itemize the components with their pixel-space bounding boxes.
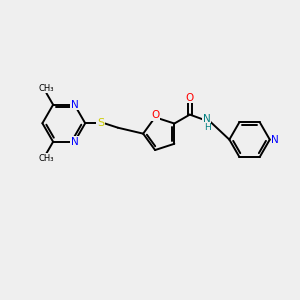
Text: N: N bbox=[203, 114, 211, 124]
Text: N: N bbox=[70, 137, 78, 147]
Text: O: O bbox=[151, 110, 159, 121]
Text: S: S bbox=[97, 118, 104, 128]
Text: N: N bbox=[70, 100, 78, 110]
Text: H: H bbox=[204, 123, 211, 132]
Text: N: N bbox=[271, 135, 279, 145]
Text: CH₃: CH₃ bbox=[39, 154, 54, 163]
Text: CH₃: CH₃ bbox=[39, 84, 54, 93]
Text: O: O bbox=[186, 93, 194, 103]
